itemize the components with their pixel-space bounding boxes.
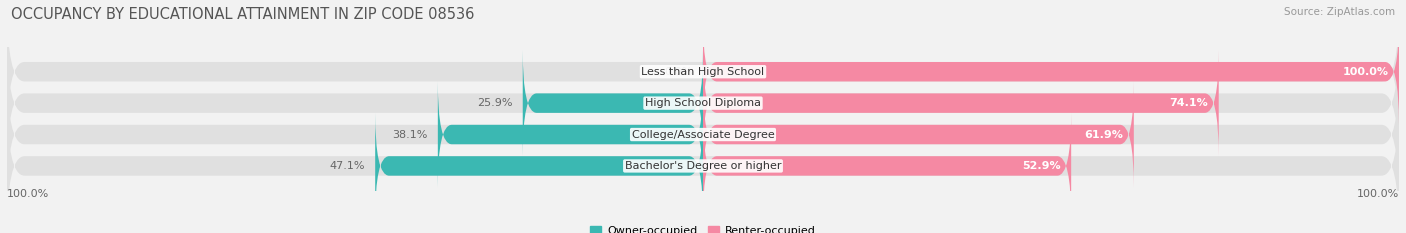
Legend: Owner-occupied, Renter-occupied: Owner-occupied, Renter-occupied: [586, 221, 820, 233]
FancyBboxPatch shape: [703, 19, 1399, 125]
Text: Less than High School: Less than High School: [641, 67, 765, 77]
FancyBboxPatch shape: [7, 34, 1399, 172]
FancyBboxPatch shape: [375, 113, 703, 219]
Text: 0.0%: 0.0%: [664, 67, 693, 77]
Text: 47.1%: 47.1%: [329, 161, 364, 171]
FancyBboxPatch shape: [523, 50, 703, 156]
FancyBboxPatch shape: [7, 66, 1399, 203]
Text: Bachelor's Degree or higher: Bachelor's Degree or higher: [624, 161, 782, 171]
Text: 61.9%: 61.9%: [1084, 130, 1123, 140]
Text: 100.0%: 100.0%: [1357, 188, 1399, 199]
Text: 100.0%: 100.0%: [7, 188, 49, 199]
Text: 25.9%: 25.9%: [477, 98, 512, 108]
FancyBboxPatch shape: [7, 97, 1399, 233]
FancyBboxPatch shape: [7, 3, 1399, 140]
Text: 100.0%: 100.0%: [1343, 67, 1389, 77]
Text: College/Associate Degree: College/Associate Degree: [631, 130, 775, 140]
FancyBboxPatch shape: [703, 113, 1071, 219]
Text: 52.9%: 52.9%: [1022, 161, 1060, 171]
Text: High School Diploma: High School Diploma: [645, 98, 761, 108]
Text: Source: ZipAtlas.com: Source: ZipAtlas.com: [1284, 7, 1395, 17]
Text: 38.1%: 38.1%: [392, 130, 427, 140]
Text: OCCUPANCY BY EDUCATIONAL ATTAINMENT IN ZIP CODE 08536: OCCUPANCY BY EDUCATIONAL ATTAINMENT IN Z…: [11, 7, 475, 22]
Text: 74.1%: 74.1%: [1170, 98, 1208, 108]
FancyBboxPatch shape: [703, 82, 1133, 188]
FancyBboxPatch shape: [437, 82, 703, 188]
FancyBboxPatch shape: [703, 50, 1219, 156]
